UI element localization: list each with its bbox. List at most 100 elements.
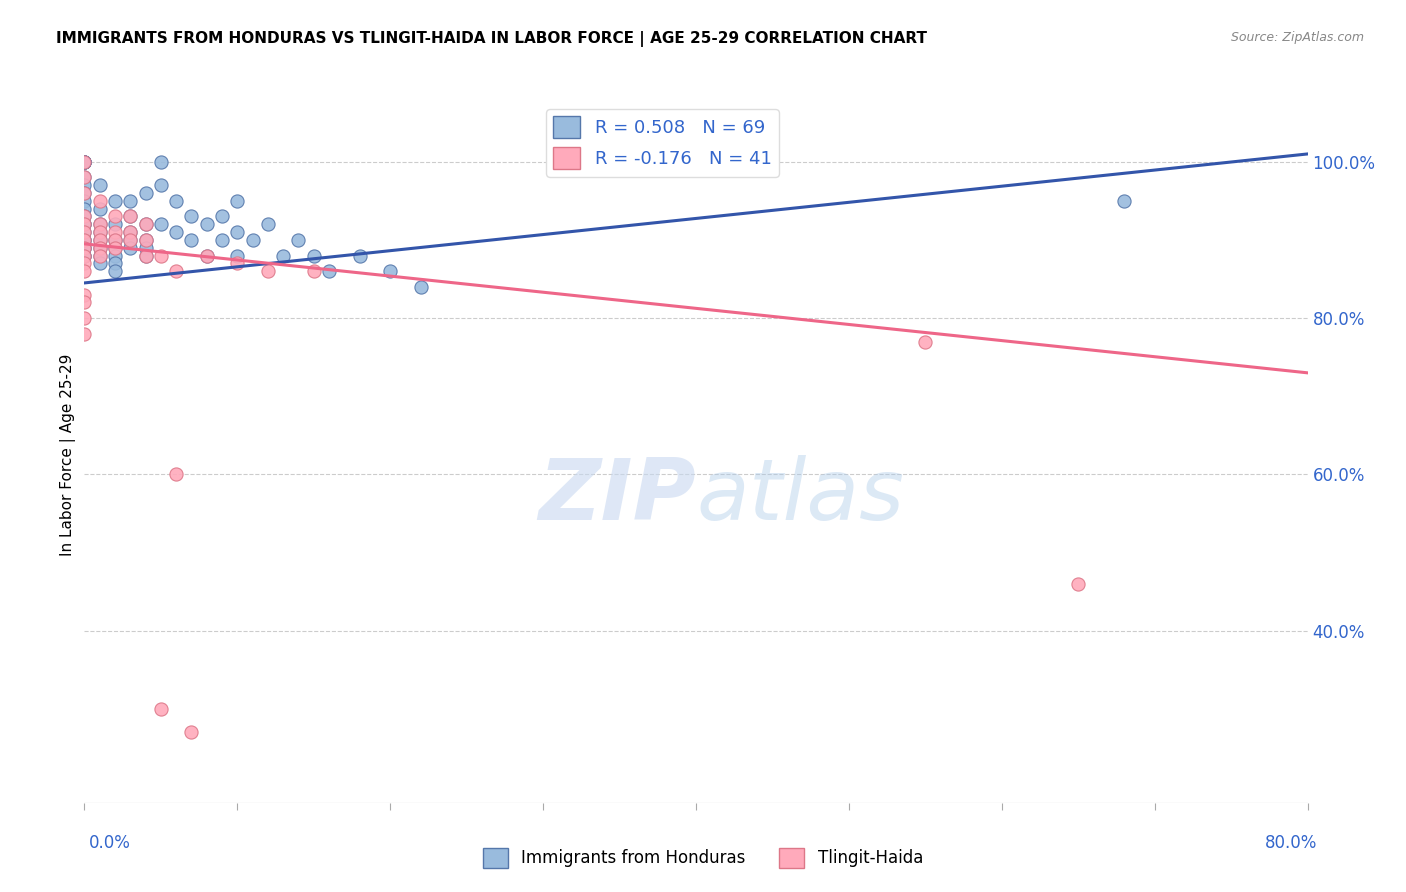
Point [149, 217, 172, 231]
Point [120, 225, 142, 239]
Point [104, 264, 127, 278]
Point [104, 194, 127, 208]
Point [73, 154, 96, 169]
Point [135, 241, 157, 255]
Point [380, 264, 402, 278]
Point [165, 467, 187, 482]
Point [149, 702, 172, 716]
Point [73, 170, 96, 185]
Point [120, 210, 142, 224]
Point [89, 178, 111, 193]
Point [1114, 194, 1136, 208]
Text: IMMIGRANTS FROM HONDURAS VS TLINGIT-HAIDA IN LABOR FORCE | AGE 25-29 CORRELATION: IMMIGRANTS FROM HONDURAS VS TLINGIT-HAID… [56, 31, 927, 47]
Point [914, 334, 936, 349]
Point [73, 210, 96, 224]
Point [104, 225, 127, 239]
Point [226, 225, 249, 239]
Point [302, 249, 325, 263]
Legend: Immigrants from Honduras, Tlingit-Haida: Immigrants from Honduras, Tlingit-Haida [477, 841, 929, 875]
Point [104, 241, 127, 255]
Point [104, 233, 127, 247]
Point [135, 217, 157, 231]
Point [318, 264, 340, 278]
Point [73, 326, 96, 341]
Point [73, 154, 96, 169]
Point [135, 233, 157, 247]
Point [73, 154, 96, 169]
Point [195, 249, 218, 263]
Point [73, 154, 96, 169]
Point [195, 249, 218, 263]
Point [73, 249, 96, 263]
Point [73, 202, 96, 216]
Point [89, 249, 111, 263]
Point [104, 241, 127, 255]
Point [104, 249, 127, 263]
Point [257, 217, 280, 231]
Point [73, 210, 96, 224]
Point [89, 217, 111, 231]
Point [73, 287, 96, 301]
Point [149, 178, 172, 193]
Point [104, 217, 127, 231]
Point [73, 233, 96, 247]
Point [409, 280, 432, 294]
Point [73, 225, 96, 239]
Point [135, 217, 157, 231]
Point [73, 225, 96, 239]
Point [73, 154, 96, 169]
Point [149, 154, 172, 169]
Point [135, 186, 157, 200]
Point [120, 233, 142, 247]
Point [73, 264, 96, 278]
Point [73, 194, 96, 208]
Point [73, 249, 96, 263]
Point [211, 233, 233, 247]
Point [104, 256, 127, 270]
Point [302, 264, 325, 278]
Text: 80.0%: 80.0% [1265, 834, 1317, 852]
Point [287, 233, 309, 247]
Point [120, 210, 142, 224]
Point [120, 194, 142, 208]
Point [180, 210, 202, 224]
Point [135, 249, 157, 263]
Text: ZIP: ZIP [538, 455, 696, 538]
Point [89, 233, 111, 247]
Point [271, 249, 294, 263]
Point [165, 264, 187, 278]
Point [149, 249, 172, 263]
Point [73, 233, 96, 247]
Point [73, 217, 96, 231]
Point [195, 217, 218, 231]
Point [73, 295, 96, 310]
Point [211, 210, 233, 224]
Point [73, 241, 96, 255]
Point [73, 186, 96, 200]
Point [226, 194, 249, 208]
Point [165, 225, 187, 239]
Point [89, 194, 111, 208]
Point [180, 233, 202, 247]
Point [89, 233, 111, 247]
Point [73, 241, 96, 255]
Point [73, 217, 96, 231]
Point [135, 233, 157, 247]
Point [89, 225, 111, 239]
Point [120, 233, 142, 247]
Legend: R = 0.508   N = 69, R = -0.176   N = 41: R = 0.508 N = 69, R = -0.176 N = 41 [546, 109, 779, 177]
Point [120, 241, 142, 255]
Y-axis label: In Labor Force | Age 25-29: In Labor Force | Age 25-29 [60, 354, 76, 556]
Point [89, 241, 111, 255]
Point [73, 178, 96, 193]
Point [89, 202, 111, 216]
Point [73, 233, 96, 247]
Point [120, 225, 142, 239]
Point [73, 311, 96, 326]
Point [89, 256, 111, 270]
Point [226, 249, 249, 263]
Text: 0.0%: 0.0% [89, 834, 131, 852]
Point [89, 249, 111, 263]
Point [73, 170, 96, 185]
Point [135, 249, 157, 263]
